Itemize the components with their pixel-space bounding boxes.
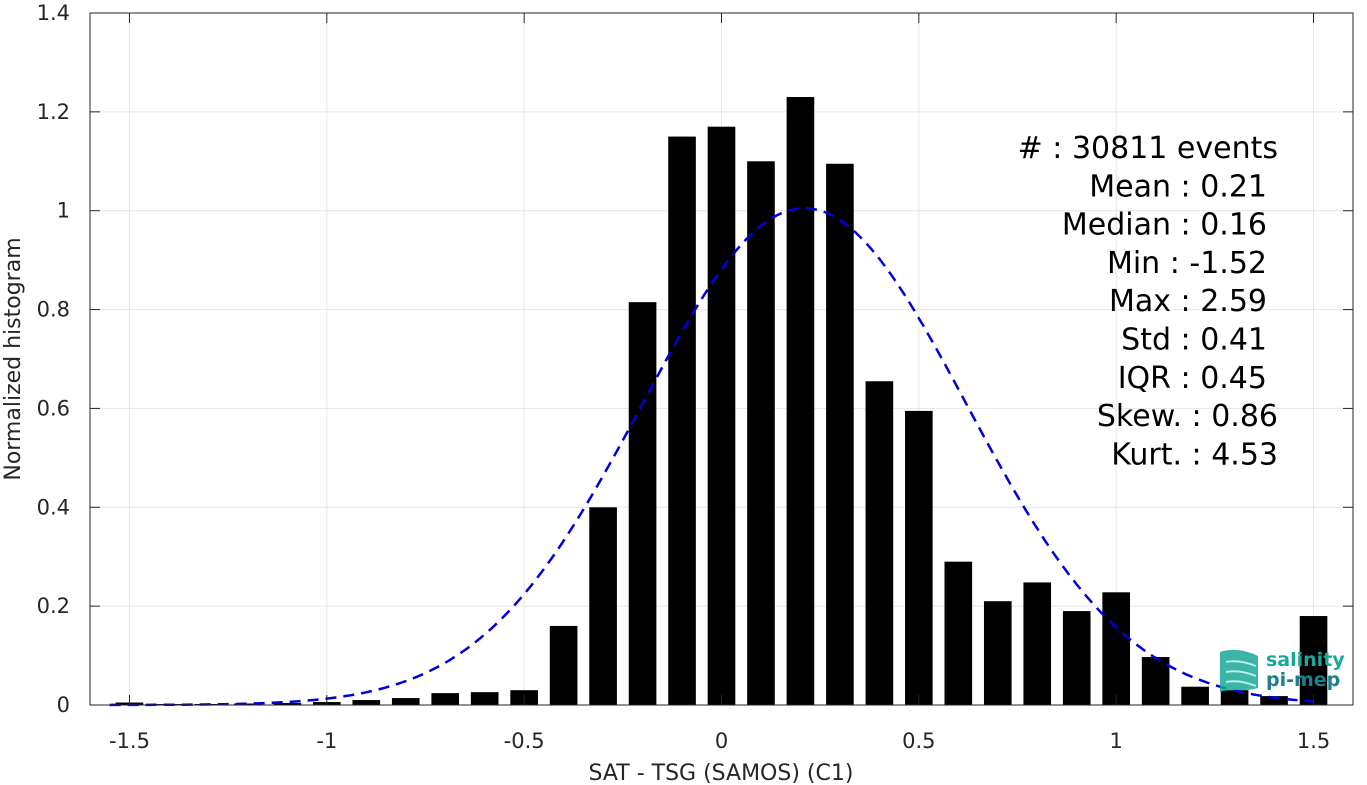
y-tick-label: 1.4 <box>37 1 70 25</box>
histogram-bar <box>628 302 657 705</box>
axis-ticks <box>90 12 1353 706</box>
logo-line1: salinity <box>1266 649 1345 671</box>
gaussian-fit-curve <box>109 206 1314 707</box>
y-tick-label: 0.6 <box>37 396 70 420</box>
y-tick-label: 1 <box>57 199 70 223</box>
x-axis-label: SAT - TSG (SAMOS) (C1) <box>589 761 854 785</box>
x-tick-label: 0 <box>715 729 728 753</box>
stat-line: Kurt. : 4.53 <box>1111 437 1278 472</box>
x-tick-label: 1.5 <box>1297 729 1330 753</box>
y-tick-label: 0.8 <box>37 298 70 322</box>
histogram-bar <box>905 410 933 705</box>
y-tick-label: 0 <box>57 693 70 717</box>
histogram-bar <box>1023 582 1052 705</box>
histogram-bar <box>1299 616 1328 705</box>
histogram-bar <box>826 163 854 705</box>
histogram-bar <box>668 136 696 706</box>
y-tick-labels: 0 0.2 0.4 0.6 0.8 1 1.2 1.4 <box>37 1 70 717</box>
x-tick-label: -1.5 <box>109 729 150 753</box>
histogram-bar <box>273 703 302 705</box>
histogram-bar <box>1141 657 1170 705</box>
histogram-bar <box>549 625 578 705</box>
x-tick-label: -0.5 <box>504 729 545 753</box>
stat-line: Min : -1.52 <box>1107 246 1267 281</box>
histogram-bar <box>1181 686 1209 705</box>
logo-line2: pi-mep <box>1266 669 1340 691</box>
histogram-bar <box>431 693 460 705</box>
stat-line: Mean : 0.21 <box>1089 169 1267 204</box>
histogram-bar <box>707 126 736 705</box>
y-tick-label: 0.2 <box>37 594 70 618</box>
histogram-bar <box>391 698 420 705</box>
histogram-bar <box>352 700 381 705</box>
histogram-bar <box>944 561 973 705</box>
x-tick-label: 0.5 <box>902 729 935 753</box>
stat-line: IQR : 0.45 <box>1118 361 1267 396</box>
histogram-bar <box>1220 690 1249 705</box>
x-tick-label: -1 <box>316 729 337 753</box>
y-axis-label: Normalized histogram <box>1 237 26 480</box>
histogram-bar <box>1062 611 1091 705</box>
stat-line: Std : 0.41 <box>1121 323 1267 358</box>
stat-line: # : 30811 events <box>1018 131 1278 166</box>
salinity-pi-mep-logo: salinity pi-mep <box>1220 649 1345 692</box>
histogram-bar <box>589 507 617 705</box>
histogram-bar <box>1102 592 1131 705</box>
y-tick-label: 1.2 <box>37 100 70 124</box>
histogram-bar <box>234 703 262 705</box>
x-tick-labels: -1.5 -1 -0.5 0 0.5 1 1.5 <box>109 729 1330 753</box>
histogram-bar <box>470 692 499 705</box>
stat-line: Max : 2.59 <box>1109 284 1267 319</box>
histogram-bar <box>747 161 775 706</box>
histogram-bar <box>983 601 1012 705</box>
histogram-bar <box>786 97 815 706</box>
histogram-bar <box>1260 696 1288 705</box>
stat-line: Skew. : 0.86 <box>1097 399 1278 434</box>
y-tick-label: 0.4 <box>37 495 70 519</box>
x-tick-label: 1 <box>1110 729 1123 753</box>
stat-line: Median : 0.16 <box>1062 208 1267 243</box>
histogram-bar <box>865 381 894 705</box>
